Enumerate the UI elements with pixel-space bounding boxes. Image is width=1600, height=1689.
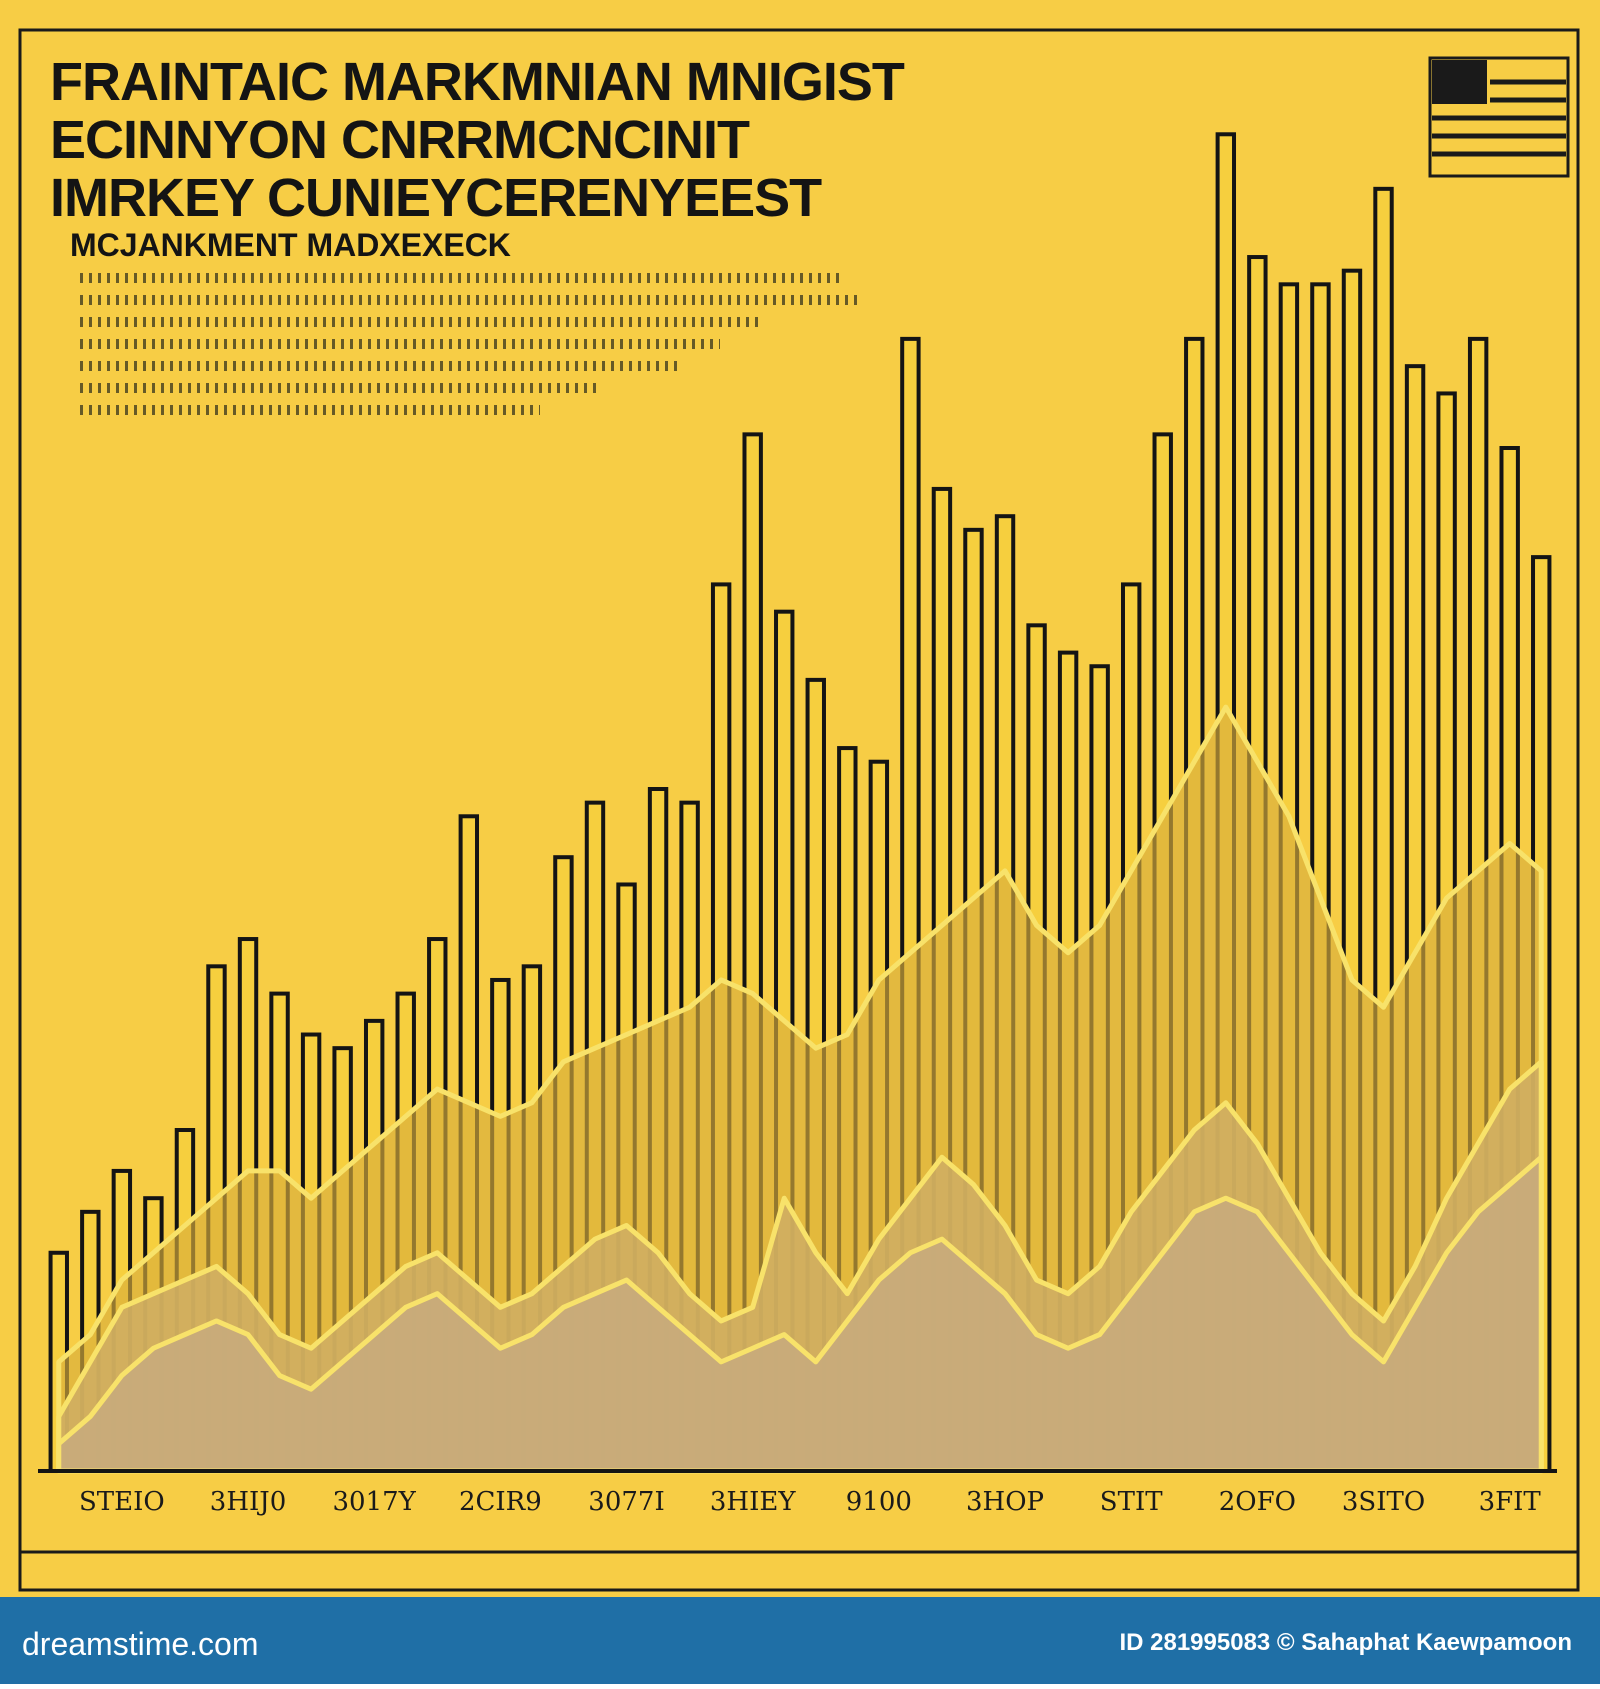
title-line: ECINNYON CNRRMCNCINIT [50, 110, 750, 170]
frame [18, 28, 1580, 1592]
title-line: FRAINTAIC MARKMNIAN MNIGIST [50, 52, 905, 112]
x-tick-label: STIT [1100, 1487, 1163, 1517]
subtitle: MCJANKMENT MADXEXECK [70, 227, 511, 263]
x-tick-label: 3HIJ0 [210, 1487, 286, 1517]
x-tick-label: STEIO [79, 1487, 165, 1517]
title-line: IMRKEY CUNIEYCERENYEEST [50, 168, 822, 228]
x-tick-label: 3HOP [966, 1487, 1044, 1517]
fine-print [80, 273, 860, 415]
footer-site: dreamstime.com [22, 1626, 259, 1662]
x-tick-label: 2CIR9 [459, 1487, 542, 1517]
flag-icon [1428, 56, 1570, 178]
footer-bar [0, 1597, 1600, 1684]
x-tick-label: 3017Y [333, 1487, 417, 1517]
x-tick-label: 9100 [846, 1487, 912, 1517]
x-tick-label: 3077I [588, 1487, 664, 1517]
x-tick-label: 3FIT [1479, 1487, 1542, 1517]
footer-credit: ID 281995083 © Sahaphat Kaewpamoon [1119, 1629, 1572, 1656]
x-tick-label: 3SITO [1342, 1487, 1425, 1517]
area [56, 1154, 1544, 1474]
x-tick-label: 2OFO [1219, 1487, 1296, 1517]
x-tick-label: 3HIEY [710, 1487, 796, 1517]
